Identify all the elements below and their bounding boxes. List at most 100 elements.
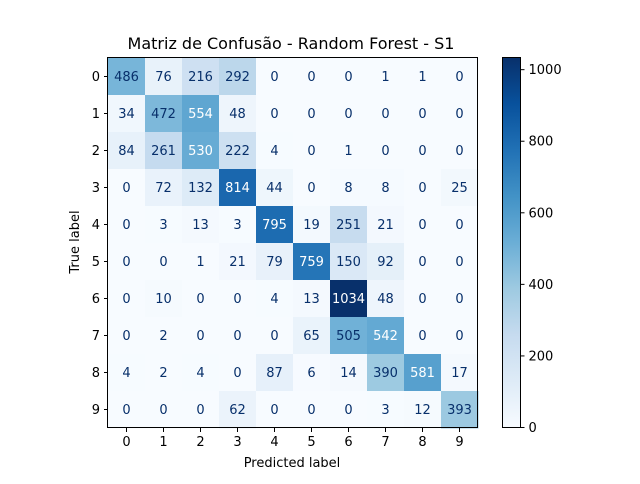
cell-value: 0 (233, 292, 241, 307)
heatmap-cell (108, 58, 146, 96)
heatmap-cell (330, 169, 368, 207)
cell-value: 4 (196, 366, 204, 381)
cell-value: 0 (418, 329, 426, 344)
heatmap-cell (108, 243, 146, 281)
heatmap-cell (404, 206, 442, 244)
cell-value: 0 (344, 403, 352, 418)
cell-value: 0 (455, 70, 463, 85)
colorbar-tick-label: 200 (529, 349, 554, 364)
heatmap-cell (404, 132, 442, 170)
heatmap-cell (330, 206, 368, 244)
cell-value: 13 (192, 218, 209, 233)
heatmap-cell-labels: 486 76 216 292 0 0 0 1 1 034 472 554 48 0 0 0 0 0 084 261 53… (114, 70, 472, 418)
cell-value: 0 (307, 403, 315, 418)
cell-value: 3 (159, 218, 167, 233)
heatmap-cell (219, 169, 257, 207)
heatmap-cell (108, 280, 146, 318)
heatmap-cell (182, 132, 220, 170)
cell-value: 222 (225, 144, 250, 159)
cell-value: 1 (381, 70, 389, 85)
heatmap-cell (219, 206, 257, 244)
y-tick-label: 8 (92, 366, 100, 381)
heatmap-cell (441, 280, 479, 318)
heatmap-cell (293, 206, 331, 244)
y-tick-label: 3 (92, 181, 100, 196)
heatmap-cell (256, 132, 294, 170)
heatmap-cell (330, 317, 368, 355)
heatmap-cell (108, 95, 146, 133)
cell-value: 292 (225, 70, 250, 85)
x-axis-label: Predicted label (244, 456, 341, 471)
cell-value: 1 (196, 255, 204, 270)
heatmap-cell (219, 58, 257, 96)
cell-value: 3 (233, 218, 241, 233)
y-tick-label: 6 (92, 292, 100, 307)
heatmap-cell (441, 317, 479, 355)
cell-value: 390 (373, 366, 398, 381)
y-tick-label: 2 (92, 144, 100, 159)
cell-value: 505 (336, 329, 361, 344)
cell-value: 0 (122, 218, 130, 233)
cell-value: 0 (270, 403, 278, 418)
heatmap-cell (219, 243, 257, 281)
cell-value: 0 (455, 218, 463, 233)
heatmap-cell (293, 132, 331, 170)
cell-value: 12 (414, 403, 431, 418)
heatmap-cell (404, 391, 442, 429)
cell-value: 261 (151, 144, 176, 159)
cell-value: 0 (455, 255, 463, 270)
heatmap-cell (256, 169, 294, 207)
cell-value: 542 (373, 329, 398, 344)
cell-value: 0 (307, 181, 315, 196)
cell-value: 14 (340, 366, 357, 381)
cell-value: 2 (159, 366, 167, 381)
heatmap-cell (330, 391, 368, 429)
heatmap-cell (256, 317, 294, 355)
cell-value: 132 (188, 181, 213, 196)
cell-value: 0 (122, 329, 130, 344)
y-tick-label: 1 (92, 107, 100, 122)
cell-value: 0 (122, 255, 130, 270)
x-tick-label: 7 (381, 435, 389, 450)
cell-value: 530 (188, 144, 213, 159)
heatmap-cell (256, 206, 294, 244)
heatmap-cell (441, 354, 479, 392)
colorbar-tick-label: 0 (529, 421, 537, 436)
cell-value: 0 (455, 144, 463, 159)
heatmap-cell (108, 317, 146, 355)
plot-frame (107, 57, 478, 428)
cell-value: 0 (418, 181, 426, 196)
heatmap-cell (404, 317, 442, 355)
heatmap-cell (441, 206, 479, 244)
heatmap-cell (108, 391, 146, 429)
colorbar-tick-label: 1000 (529, 63, 562, 78)
heatmap-cell (219, 354, 257, 392)
x-tick-label: 9 (455, 435, 463, 450)
cell-value: 0 (159, 255, 167, 270)
heatmap-cell (404, 95, 442, 133)
heatmap-cell (182, 58, 220, 96)
cell-value: 0 (307, 70, 315, 85)
cell-value: 48 (229, 107, 246, 122)
heatmap-cell (182, 169, 220, 207)
heatmap-cell (330, 132, 368, 170)
cell-value: 814 (225, 181, 250, 196)
cell-value: 4 (270, 144, 278, 159)
y-axis-ticks: 0 1 2 3 4 5 6 7 8 9 (92, 70, 108, 418)
cell-value: 17 (451, 366, 468, 381)
cell-value: 554 (188, 107, 213, 122)
heatmap-cell (367, 280, 405, 318)
cell-value: 2 (159, 329, 167, 344)
heatmap-cell (219, 391, 257, 429)
heatmap-cell (441, 132, 479, 170)
cell-value: 1 (418, 70, 426, 85)
cell-value: 759 (299, 255, 324, 270)
cell-value: 0 (455, 292, 463, 307)
heatmap-cell (108, 169, 146, 207)
y-tick-label: 4 (92, 218, 100, 233)
heatmap-cell (256, 391, 294, 429)
cell-value: 0 (307, 144, 315, 159)
cell-value: 34 (118, 107, 135, 122)
cell-value: 0 (270, 329, 278, 344)
